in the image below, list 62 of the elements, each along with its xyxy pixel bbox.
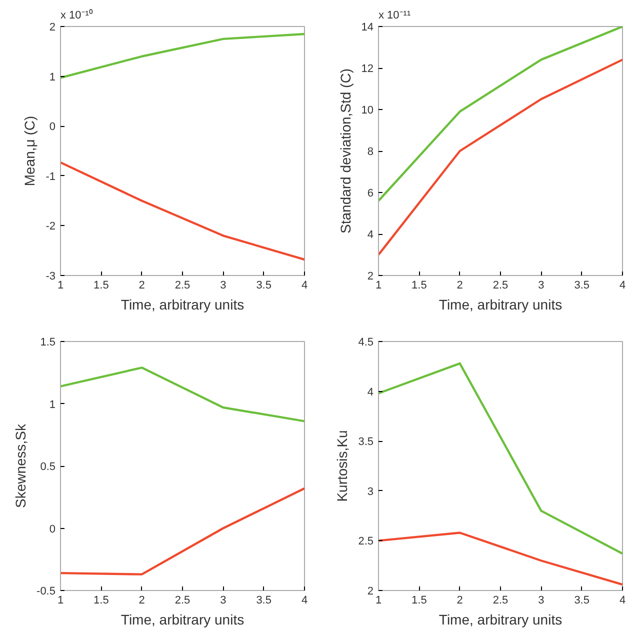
y-tick-label: 2: [367, 270, 374, 282]
x-tick-label: 2.5: [174, 594, 190, 606]
y-axis-title: Standard deviation,Std (C): [337, 68, 354, 234]
y-tick-label: 6: [367, 188, 374, 200]
x-tick-label: 4: [619, 280, 626, 292]
x-tick-label: 2: [456, 280, 463, 292]
x-tick-label: 4: [301, 280, 308, 292]
x-tick-label: 1: [57, 594, 64, 606]
x-tick-label: 3: [538, 280, 544, 292]
x-tick-label: 3: [220, 594, 226, 606]
y-tick-label: 2: [367, 586, 374, 598]
y-tick-label: 4.5: [358, 336, 374, 348]
y-axis-title: Mean,μ (C): [22, 116, 38, 186]
y-tick-label: 4: [367, 229, 374, 241]
x-tick-label: 3.5: [574, 594, 590, 606]
x-tick-label: 2.5: [174, 280, 190, 292]
x-tick-label: 3.5: [256, 280, 272, 292]
y-tick-label: -2: [46, 220, 56, 233]
y-tick-label: 1.5: [40, 336, 56, 348]
y-tick-label: 2: [49, 22, 56, 34]
y-tick-label: 8: [367, 146, 374, 158]
y-tick-label: 4: [367, 386, 374, 398]
x-tick-label: 1: [57, 280, 64, 292]
x-tick-label: 1: [375, 594, 382, 606]
y-tick-label: -0.5: [36, 586, 56, 598]
text: x 10⁻¹¹: [378, 10, 411, 22]
y-tick-label: -1: [46, 170, 56, 183]
x-tick-label: 2: [456, 594, 463, 606]
x-axis-title: Time, arbitrary units: [438, 612, 562, 628]
y-tick-label: -3: [46, 270, 56, 282]
y-tick-label: 3: [367, 486, 374, 498]
x-tick-label: 3.5: [574, 280, 590, 292]
x-tick-label: 2: [138, 280, 145, 292]
x-tick-label: 1.5: [412, 594, 427, 606]
y-tick-label: 12: [361, 63, 374, 75]
y-axis-title: Skewness,Sk: [12, 422, 29, 508]
y-tick-label: 0.5: [40, 461, 56, 473]
x-tick-label: 1.5: [412, 280, 427, 292]
x-tick-label: 1: [375, 280, 382, 292]
x-tick-label: 3.5: [256, 594, 272, 606]
x-tick-label: 2.5: [492, 594, 508, 606]
x-axis-title: Time, arbitrary units: [438, 296, 562, 312]
y-tick-label: 10: [361, 104, 374, 116]
x-tick-label: 3: [220, 280, 226, 292]
y-tick-label: 2.5: [358, 536, 374, 548]
y-axis-title: Kurtosis,Ku: [334, 430, 350, 502]
x-axis-title: Time, arbitrary units: [120, 612, 244, 628]
y-tick-label: 1: [49, 71, 56, 84]
x-tick-label: 3: [538, 594, 544, 606]
y-tick-label: 1: [49, 398, 56, 411]
y-tick-label: 14: [361, 22, 374, 34]
text: x 10⁻¹⁰: [60, 8, 93, 22]
x-tick-label: 4: [619, 594, 626, 606]
x-tick-label: 2: [138, 594, 145, 606]
x-tick-label: 1.5: [94, 594, 109, 606]
x-axis-title: Time, arbitrary units: [120, 296, 244, 312]
x-tick-label: 1.5: [94, 280, 109, 292]
x-tick-label: 4: [301, 594, 308, 606]
y-tick-label: 3.5: [358, 436, 374, 448]
y-tick-label: 0: [49, 121, 56, 134]
y-tick-label: 0: [49, 523, 56, 536]
x-tick-label: 2.5: [492, 280, 508, 292]
